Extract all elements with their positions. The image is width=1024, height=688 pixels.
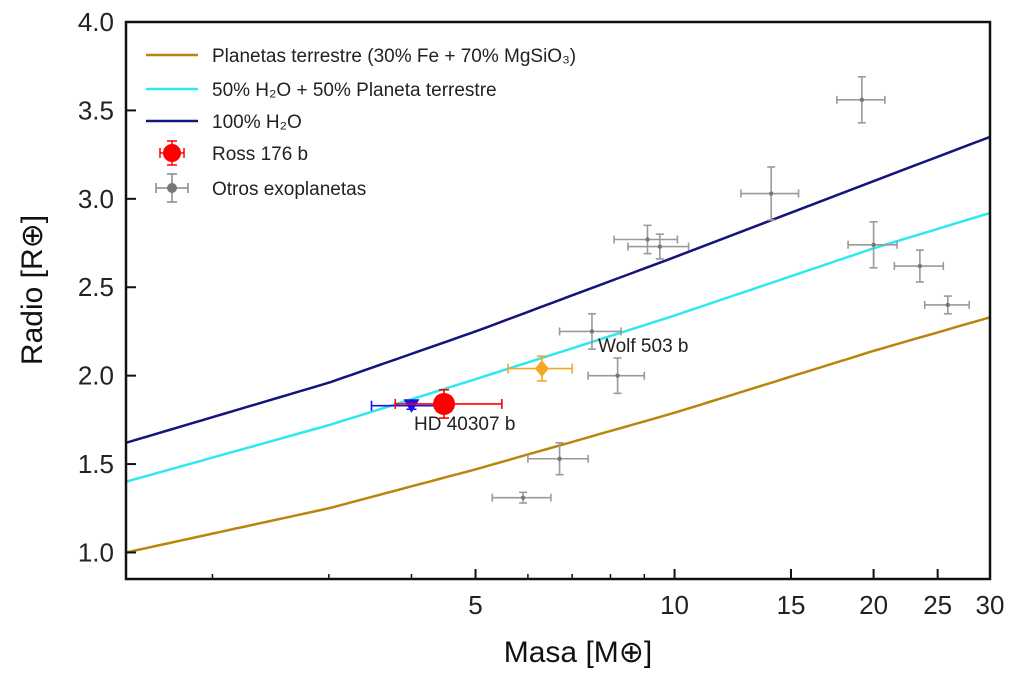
other-exoplanet-10 bbox=[491, 491, 552, 504]
highlighted-planets bbox=[370, 355, 573, 419]
curve-2 bbox=[125, 135, 991, 444]
legend: Planetas terrestre (30% Fe + 70% MgSiO₃)… bbox=[146, 46, 576, 203]
other-exoplanet-4 bbox=[847, 221, 898, 269]
legend-label-mixed: 50% H₂O + 50% Planeta terrestre bbox=[212, 80, 497, 101]
x-ticks: 5 10 15 20 25 30 bbox=[211, 569, 1005, 620]
other-exoplanet-3 bbox=[627, 233, 690, 260]
y-tick-label-4: 3.0 bbox=[78, 184, 114, 214]
y-tick-label-0: 1.0 bbox=[78, 537, 114, 567]
other-exoplanet-6 bbox=[923, 295, 970, 315]
planet-ross-176-b bbox=[394, 388, 503, 419]
other-exoplanet-point-4 bbox=[871, 242, 876, 247]
other-exoplanet-point-3 bbox=[657, 244, 663, 249]
y-tick-label-3: 2.5 bbox=[78, 272, 114, 302]
other-exoplanets bbox=[491, 76, 970, 504]
x-tick-label-25: 25 bbox=[923, 590, 952, 620]
x-axis-title: Masa [M⊕] bbox=[504, 636, 653, 669]
planet-point-wolf-503-b bbox=[534, 360, 549, 377]
other-exoplanet-point-7 bbox=[589, 329, 595, 334]
x-tick-label-5: 5 bbox=[468, 590, 482, 620]
other-exoplanet-2 bbox=[613, 224, 679, 255]
x-tick-label-10: 10 bbox=[660, 590, 689, 620]
x-tick-label-30: 30 bbox=[976, 590, 1005, 620]
legend-marker-ross bbox=[159, 140, 185, 166]
other-exoplanet-point-5 bbox=[917, 263, 923, 269]
annotation-wolf-503-b: Wolf 503 b bbox=[598, 336, 688, 357]
other-exoplanet-7 bbox=[558, 312, 622, 350]
x-tick-label-20: 20 bbox=[859, 590, 888, 620]
model-curves bbox=[125, 135, 991, 554]
other-exoplanet-point-0 bbox=[859, 97, 865, 103]
planet-point-ross-176-b bbox=[433, 392, 456, 415]
legend-label-terrestrial: Planetas terrestre (30% Fe + 70% MgSiO₃) bbox=[212, 46, 576, 67]
curve-1 bbox=[125, 211, 991, 483]
other-exoplanet-point-1 bbox=[768, 191, 774, 196]
other-exoplanet-point-10 bbox=[520, 495, 526, 500]
y-tick-label-2: 2.0 bbox=[78, 361, 114, 391]
other-exoplanet-point-2 bbox=[645, 237, 650, 242]
planet-point-hd-40307-b bbox=[403, 399, 420, 413]
x-tick-label-15: 15 bbox=[777, 590, 806, 620]
other-exoplanet-point-9 bbox=[557, 456, 562, 461]
legend-marker-others bbox=[155, 173, 189, 203]
y-axis-title: Radio [R⊕] bbox=[16, 215, 49, 365]
y-tick-label-6: 4.0 bbox=[78, 7, 114, 37]
annotation-hd-40307-b: HD 40307 b bbox=[414, 414, 515, 435]
legend-label-others: Otros exoplanetas bbox=[212, 179, 366, 200]
other-exoplanet-0 bbox=[836, 76, 886, 124]
y-tick-label-5: 3.5 bbox=[78, 95, 114, 125]
y-tick-label-1: 1.5 bbox=[78, 449, 114, 479]
legend-label-ross: Ross 176 b bbox=[212, 144, 308, 165]
other-exoplanet-9 bbox=[527, 442, 589, 476]
y-ticks: 1.0 1.5 2.0 2.5 3.0 3.5 4.0 bbox=[78, 7, 136, 567]
other-exoplanet-5 bbox=[893, 249, 945, 283]
other-exoplanet-point-8 bbox=[615, 373, 620, 378]
other-exoplanet-1 bbox=[740, 166, 800, 221]
curve-0 bbox=[125, 316, 991, 554]
plot-frame bbox=[124, 20, 992, 581]
other-exoplanet-8 bbox=[587, 357, 646, 395]
other-exoplanet-point-6 bbox=[945, 302, 951, 308]
legend-label-water: 100% H₂O bbox=[212, 112, 302, 133]
planet-wolf-503-b bbox=[507, 355, 573, 382]
